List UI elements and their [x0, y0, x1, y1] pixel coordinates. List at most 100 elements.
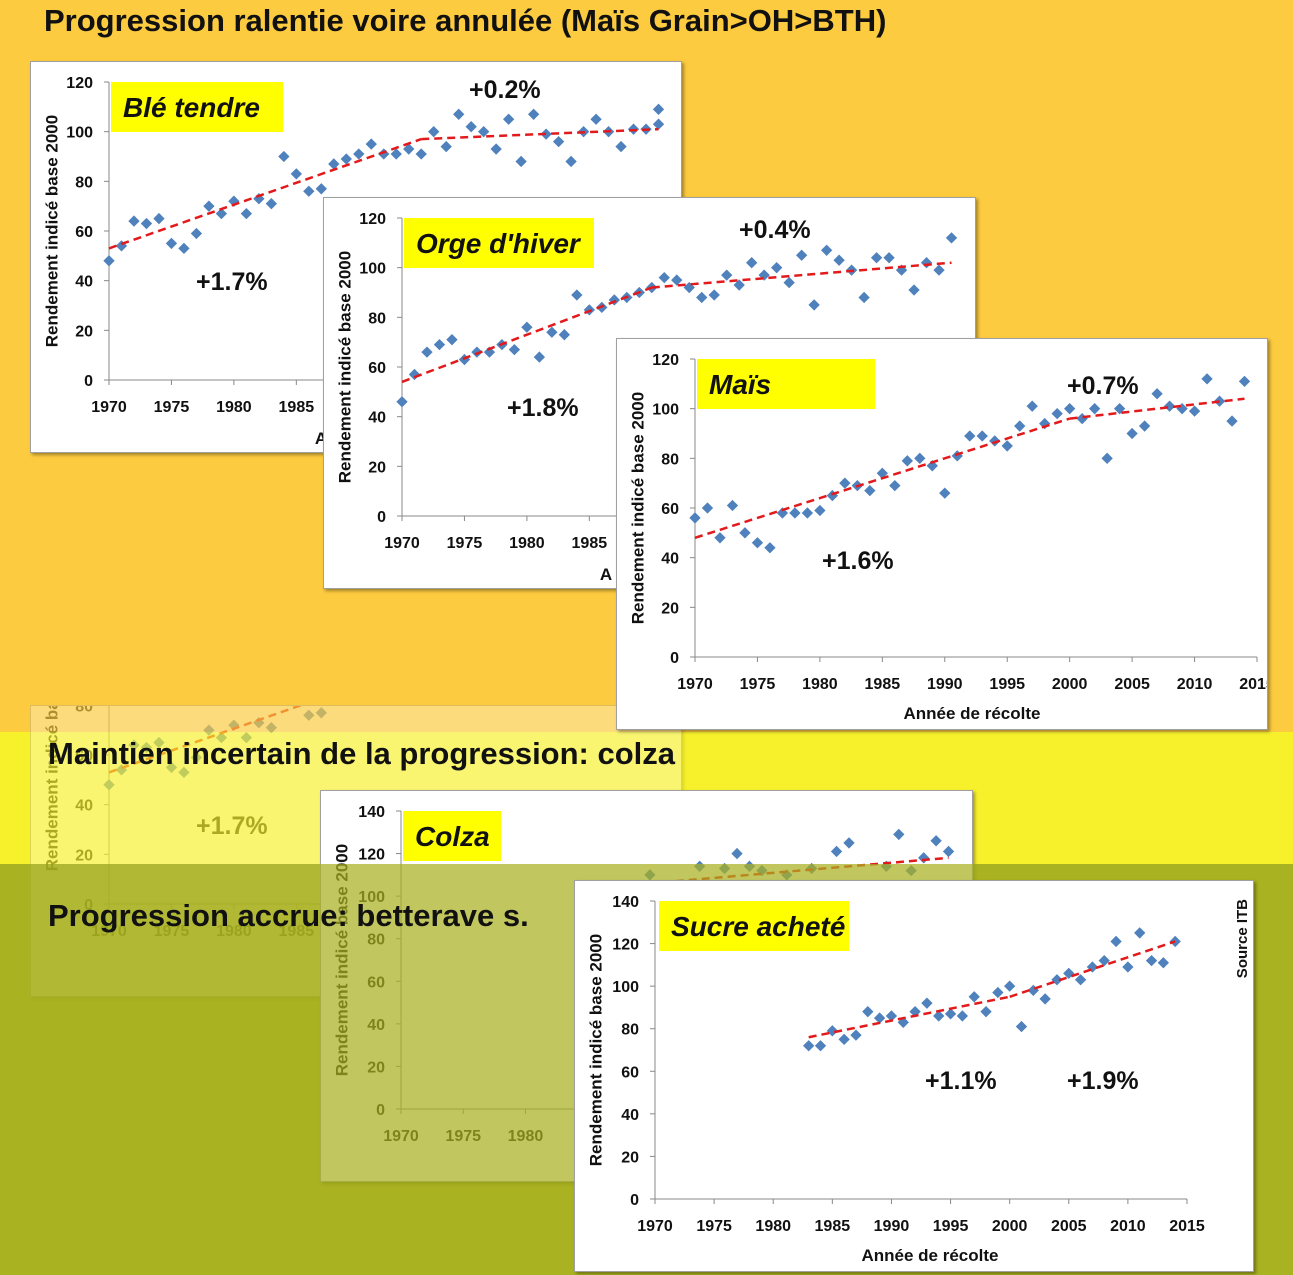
data-point: [862, 1006, 874, 1018]
data-point: [203, 200, 215, 212]
data-point: [739, 527, 751, 539]
x-tick-label: 2015: [1239, 676, 1267, 693]
data-point: [1134, 927, 1146, 939]
chart-orge-hiver: 0 20 40 60 80 100 120 1970 1975 1980 1985 Rendement…: [335, 211, 964, 584]
x-tick-label: 1975: [740, 676, 776, 693]
data-point: [1064, 403, 1076, 415]
crop-label-box: [111, 82, 283, 132]
y-tick-label: 20: [75, 847, 93, 864]
data-point: [428, 126, 440, 138]
x-tick-label: 1990: [874, 1218, 910, 1235]
x-tick-label: 1970: [677, 676, 713, 693]
x-tick-label: 1985: [279, 399, 315, 416]
data-point: [883, 252, 895, 264]
data-point: [1088, 403, 1101, 415]
data-point: [328, 158, 340, 170]
trend-line: [808, 995, 1010, 1039]
y-tick-label: 60: [661, 501, 679, 518]
data-point: [521, 321, 533, 333]
data-point: [803, 1040, 815, 1052]
data-point: [939, 487, 951, 499]
data-point: [843, 837, 855, 849]
data-point: [446, 334, 458, 346]
chart-mais: 0 20 40 60 80 100 120 1970 1975 1980 1985 1990 1995 2…: [628, 352, 1267, 723]
trend-line: [694, 417, 1071, 539]
crop-label-box: [403, 811, 501, 861]
data-point: [440, 140, 452, 153]
x-tick-label: 2000: [1052, 676, 1088, 693]
y-tick-label: 60: [75, 748, 93, 765]
data-point: [1101, 452, 1113, 464]
crop-label-box: [697, 359, 875, 409]
x-tick-label: 2000: [992, 1218, 1028, 1235]
data-point: [689, 512, 701, 524]
data-point: [552, 135, 565, 148]
data-point: [726, 499, 739, 512]
y-tick-label: 20: [368, 459, 386, 476]
data-point: [992, 986, 1004, 999]
y-tick-label: 40: [661, 551, 679, 568]
data-point: [240, 731, 253, 744]
data-point: [930, 835, 942, 847]
y-tick-label: 120: [66, 75, 93, 92]
growth-rate-label: +1.7%: [196, 268, 268, 296]
data-point: [1039, 993, 1051, 1005]
data-point: [1110, 935, 1122, 948]
data-point: [731, 847, 743, 860]
data-point: [864, 484, 876, 497]
data-point: [989, 435, 1001, 447]
data-point: [215, 731, 228, 744]
data-point: [353, 148, 365, 160]
data-point: [1001, 440, 1013, 452]
data-point: [153, 212, 165, 225]
x-tick-label: 2010: [1110, 1218, 1146, 1235]
growth-rate-label: +1.1%: [925, 1067, 997, 1095]
crop-label-box: [659, 901, 849, 951]
data-point: [1026, 400, 1038, 412]
growth-rate-label: +0.7%: [1067, 372, 1139, 400]
data-point: [240, 207, 253, 220]
y-tick-label: 140: [358, 804, 385, 821]
data-point: [764, 542, 776, 554]
chart-sucre-achete: 0 20 40 60 80 100 120 140 1970 1975 1980 1985 1990 19…: [586, 894, 1250, 1265]
data-point: [103, 779, 115, 791]
data-point: [914, 452, 926, 464]
data-point: [378, 148, 390, 160]
data-point: [483, 346, 496, 358]
x-tick-label: 2005: [1114, 676, 1150, 693]
y-tick-label: 120: [358, 847, 385, 864]
data-point: [839, 477, 851, 489]
x-tick-label: 1970: [637, 1218, 673, 1235]
y-tick-label: 60: [368, 360, 386, 377]
x-tick-label: 1995: [933, 1218, 969, 1235]
x-tick-label: 1980: [216, 399, 252, 416]
x-tick-label: 1980: [802, 676, 838, 693]
data-point: [696, 291, 708, 304]
data-point: [265, 722, 278, 734]
data-point: [833, 254, 845, 266]
data-point: [808, 299, 820, 311]
growth-rate-label: +1.7%: [196, 812, 268, 840]
y-tick-label: 120: [359, 211, 386, 228]
data-point: [1238, 375, 1251, 388]
data-point: [508, 343, 521, 356]
data-point: [652, 103, 665, 115]
data-point: [751, 537, 764, 549]
y-tick-label: 0: [630, 1192, 639, 1209]
data-point: [980, 1006, 992, 1018]
x-tick-label: 1985: [815, 1218, 851, 1235]
data-point: [814, 1040, 827, 1052]
y-axis-title: Rendement indicé base 2000: [42, 115, 61, 347]
data-point: [515, 155, 527, 168]
data-point: [820, 244, 833, 256]
trend-line: [421, 127, 659, 141]
data-point: [964, 430, 976, 442]
data-point: [850, 1029, 862, 1041]
data-point: [1098, 954, 1110, 967]
data-point: [590, 113, 602, 125]
trend-line: [108, 137, 422, 250]
data-point: [1145, 954, 1158, 967]
data-point: [421, 346, 433, 358]
data-point: [889, 479, 901, 492]
trend-line: [401, 286, 653, 384]
